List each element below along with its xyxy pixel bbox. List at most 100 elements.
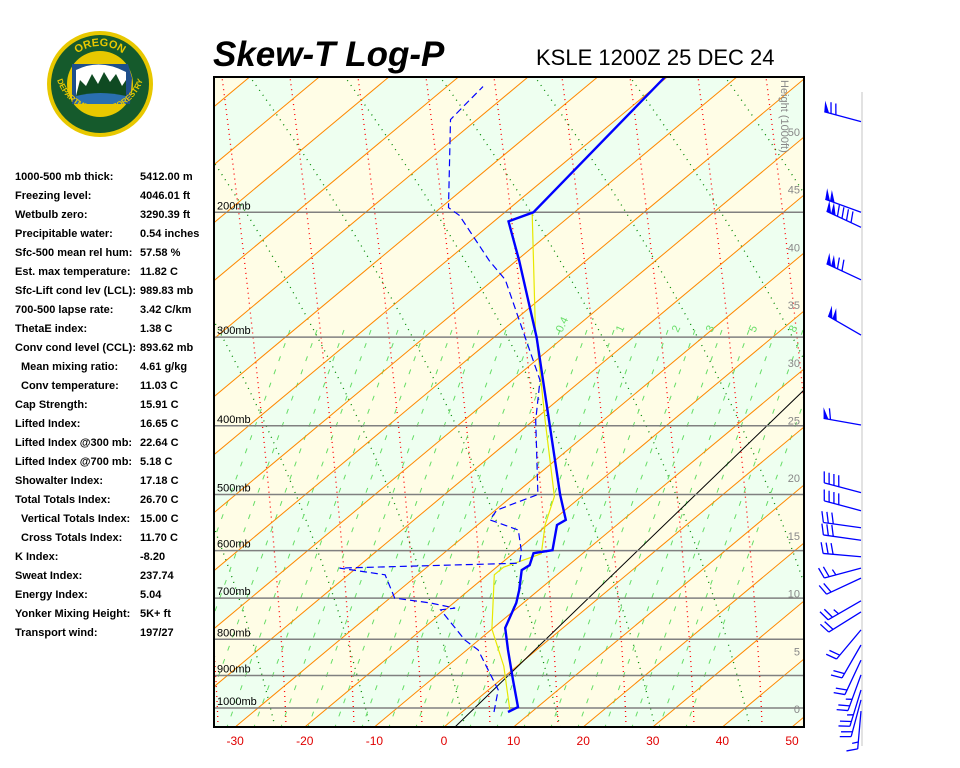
index-value: 3290.39 ft	[140, 209, 190, 221]
temperature-band	[214, 194, 804, 727]
index-value: 5.04	[140, 589, 162, 601]
index-label: K Index:	[15, 551, 58, 563]
index-label: 700-500 lapse rate:	[15, 304, 113, 316]
temperature-band	[214, 79, 804, 629]
index-row: ThetaE index: 1.38 C	[15, 323, 172, 335]
index-value: -8.20	[140, 551, 165, 563]
index-row: Transport wind: 197/27	[15, 627, 174, 639]
isotherm	[214, 77, 598, 398]
mixing-ratio-line	[226, 329, 372, 727]
index-value: 237.74	[140, 570, 175, 582]
pressure-label: 700mb	[217, 586, 251, 598]
temperature-tick: -30	[227, 734, 245, 748]
mixing-ratio-line	[496, 329, 642, 727]
pressure-label: 300mb	[217, 325, 251, 337]
wind-barb	[818, 577, 862, 595]
wind-barb	[820, 542, 862, 558]
temperature-tick: 20	[577, 734, 591, 748]
index-row: Conv temperature: 11.03 C	[21, 380, 178, 392]
index-label: Lifted Index:	[15, 418, 80, 430]
index-value: 5412.00 m	[140, 171, 193, 183]
index-value: 11.82 C	[140, 266, 178, 278]
mixing-ratio-line	[214, 329, 291, 541]
temperature-tick: 40	[716, 734, 730, 748]
plot-area	[214, 77, 960, 727]
mixing-ratio-line	[214, 329, 318, 616]
wind-barb	[823, 407, 862, 426]
index-label: Energy Index:	[15, 589, 88, 601]
wind-barb	[825, 188, 862, 213]
mixing-ratio-label: 2	[670, 324, 683, 335]
wind-barb	[821, 511, 862, 529]
mixing-ratio-label: 0.4	[554, 315, 571, 334]
wind-barbs	[817, 100, 862, 752]
height-tick: 45	[788, 185, 800, 197]
index-label: Cross Totals Index:	[21, 532, 122, 544]
index-value: 17.18 C	[140, 475, 179, 487]
mixing-ratio-label: 1	[614, 324, 627, 335]
dewpoint-profile	[339, 86, 541, 713]
wind-barb	[817, 566, 862, 579]
index-value: 57.58 %	[140, 247, 181, 259]
index-value: 989.83 mb	[140, 285, 193, 297]
index-value: 5K+ ft	[140, 608, 171, 620]
mixing-ratio-line	[214, 329, 345, 690]
mixing-ratio-line	[280, 329, 426, 727]
station-time: KSLE 1200Z 25 DEC 24	[536, 45, 774, 70]
mixing-ratio-line	[361, 329, 507, 727]
pressure-label: 800mb	[217, 627, 251, 639]
isotherm	[214, 77, 529, 340]
index-row: Yonker Mixing Height: 5K+ ft	[15, 608, 171, 620]
index-row: Cap Strength: 15.91 C	[15, 399, 179, 411]
isotherm	[214, 77, 390, 224]
index-label: ThetaE index:	[15, 323, 87, 335]
temperature-band	[862, 77, 960, 727]
mixing-ratio-line	[415, 329, 561, 727]
temperature-tick: -10	[366, 734, 384, 748]
mixing-ratio-label: 8	[787, 324, 800, 335]
isotherm	[214, 77, 738, 514]
index-label: 1000-500 mb thick:	[15, 171, 113, 183]
mixing-ratio-line	[334, 329, 480, 727]
index-row: Total Totals Index: 26.70 C	[15, 494, 179, 506]
reference-line	[454, 389, 804, 727]
wind-barb	[838, 689, 862, 727]
mixing-ratio-line	[604, 329, 750, 727]
wind-barb	[819, 611, 862, 633]
wind-barb	[846, 711, 862, 752]
index-label: Wetbulb zero:	[15, 209, 88, 221]
index-value: 15.91 C	[140, 399, 179, 411]
index-row: Conv cond level (CCL): 893.62 mb	[15, 342, 193, 354]
wind-barb	[821, 523, 862, 541]
index-label: Conv cond level (CCL):	[15, 342, 136, 354]
index-row: Est. max temperature: 11.82 C	[15, 266, 178, 278]
isotherm	[791, 716, 804, 727]
odf-logo: OREGON DEPARTMENT OF FORESTRY	[47, 31, 153, 137]
height-tick: 10	[788, 589, 800, 601]
axes-labels: 200mb 300mb 400mb 500mb 600mb 700mb 800mb 900mb…	[217, 80, 800, 748]
index-row: Wetbulb zero: 3290.39 ft	[15, 209, 190, 221]
height-axis-label: Height (1000ft)	[778, 80, 790, 153]
isotherm	[214, 77, 668, 456]
index-row: Energy Index: 5.04	[15, 589, 162, 601]
index-label: Transport wind:	[15, 627, 98, 639]
index-label: Freezing level:	[15, 190, 91, 202]
index-row: Sfc-Lift cond lev (LCL): 989.83 mb	[15, 285, 193, 297]
wind-barb	[833, 659, 862, 696]
height-tick: 35	[788, 300, 800, 312]
index-row: K Index: -8.20	[15, 551, 165, 563]
mixing-ratio-line	[685, 400, 804, 727]
index-value: 3.42 C/km	[140, 304, 192, 316]
isotherm	[652, 600, 804, 727]
mixing-ratio-line	[469, 329, 615, 727]
isotherm	[234, 252, 804, 727]
wind-barb	[824, 100, 862, 123]
index-value: 11.70 C	[140, 532, 178, 544]
index-label: Sweat Index:	[15, 570, 82, 582]
wind-barb	[836, 674, 862, 712]
pressure-label: 600mb	[217, 539, 251, 551]
index-value: 893.62 mb	[140, 342, 193, 354]
wind-barb	[825, 629, 862, 660]
pressure-label: 900mb	[217, 664, 251, 676]
